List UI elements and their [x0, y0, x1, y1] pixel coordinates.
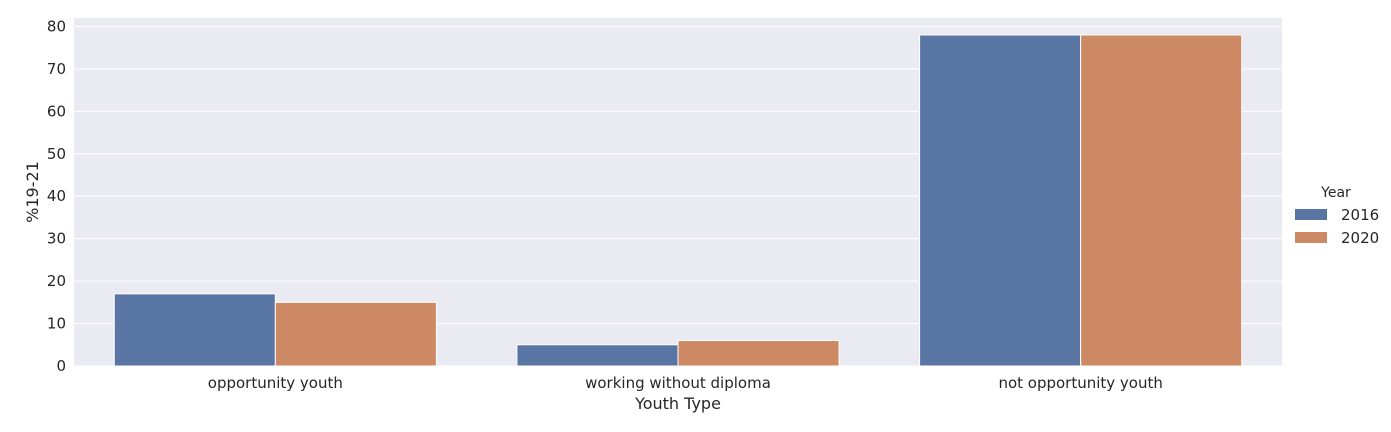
- bar-2016-working-without-diploma: [516, 344, 679, 367]
- legend-label: 2016: [1341, 206, 1379, 224]
- legend-title: Year: [1320, 185, 1351, 201]
- y-tick-label: 40: [47, 187, 66, 205]
- legend-label: 2020: [1341, 229, 1379, 247]
- y-tick-label: 50: [47, 145, 66, 163]
- bar-2020-opportunity-youth: [274, 301, 437, 367]
- bar-2016-not-opportunity-youth: [919, 34, 1082, 367]
- x-tick-label: opportunity youth: [208, 374, 343, 392]
- bars: [113, 34, 1243, 367]
- y-axis-label: %19-21: [23, 161, 42, 223]
- bar-2016-opportunity-youth: [113, 293, 276, 367]
- y-axis-ticks: 0 10 20 30 40 50 60 70 80: [47, 17, 66, 375]
- x-axis-label: Youth Type: [634, 394, 721, 413]
- legend-swatch: [1295, 232, 1327, 243]
- y-tick-label: 80: [47, 17, 66, 35]
- bar-2020-working-without-diploma: [677, 340, 840, 367]
- y-tick-label: 10: [47, 315, 66, 333]
- x-tick-label: not opportunity youth: [998, 374, 1162, 392]
- x-tick-label: working without diploma: [585, 374, 771, 392]
- y-tick-label: 20: [47, 272, 66, 290]
- x-axis-ticks: opportunity youth working without diploma…: [208, 374, 1163, 392]
- y-tick-label: 70: [47, 60, 66, 78]
- legend: Year 2016 2020: [1295, 185, 1379, 247]
- y-tick-label: 30: [47, 230, 66, 248]
- legend-swatch: [1295, 209, 1327, 220]
- y-tick-label: 0: [56, 357, 66, 375]
- y-tick-label: 60: [47, 102, 66, 120]
- bar-2020-not-opportunity-youth: [1080, 34, 1243, 367]
